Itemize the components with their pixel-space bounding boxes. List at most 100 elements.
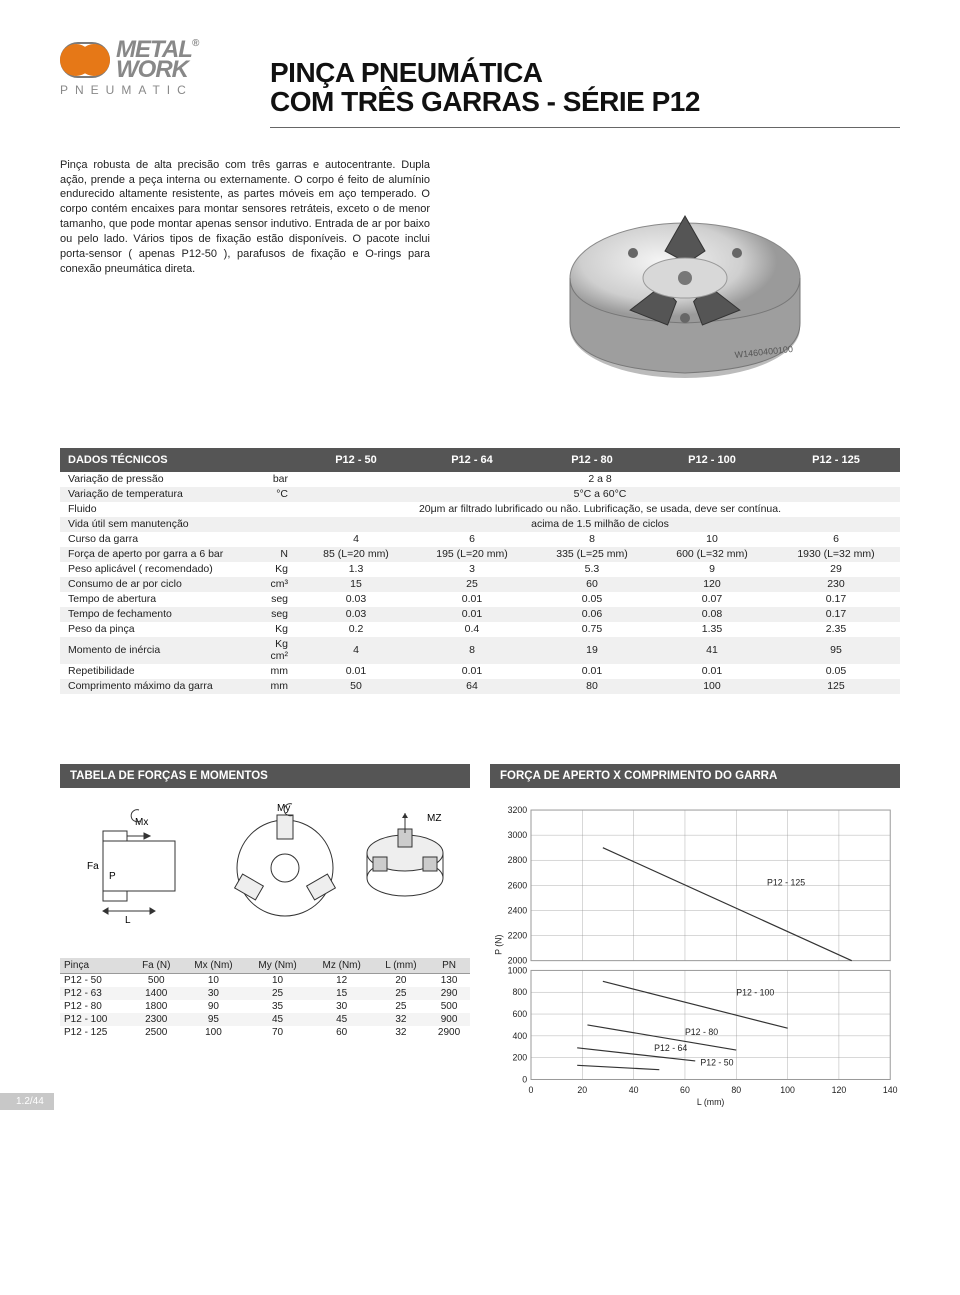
forces-cell: 130 [428,973,470,987]
logo-mark-icon [60,42,110,78]
forces-cell: 1800 [131,1000,181,1013]
chart-header: FORÇA DE APERTO X COMPRIMENTO DO GARRA [490,764,900,788]
svg-text:Mx: Mx [135,817,148,828]
spec-row-label: Peso aplicável ( recomendado) [60,562,260,577]
forces-cell: 25 [374,987,428,1000]
forces-col-header: PN [428,958,470,974]
svg-text:P (N): P (N) [494,934,504,954]
forces-cell: 10 [181,973,245,987]
svg-text:60: 60 [680,1085,690,1095]
gripper-icon: W1460400100 [535,158,835,408]
forces-cell: 15 [310,987,374,1000]
spec-cell: 9 [652,562,772,577]
spec-row-label: Tempo de fechamento [60,607,260,622]
spec-row-unit: cm³ [260,577,300,592]
title-rule [270,127,900,128]
svg-text:2400: 2400 [508,905,528,915]
spec-row-merged: 5°C a 60°C [300,487,900,502]
spec-cell: 10 [652,532,772,547]
spec-cell: 0.03 [300,592,412,607]
svg-text:My: My [277,803,290,814]
spec-cell: 1930 (L=32 mm) [772,547,900,562]
forces-cell: 25 [374,1000,428,1013]
forces-col-header: Fa (N) [131,958,181,974]
spec-cell: 3 [412,562,532,577]
spec-cell: 60 [532,577,652,592]
forces-cell: 25 [246,987,310,1000]
spec-cell: 8 [532,532,652,547]
page-title-line1: PINÇA PNEUMÁTICA [270,58,900,87]
forces-cell: 70 [246,1026,310,1039]
svg-text:100: 100 [780,1085,795,1095]
spec-cell: 4 [300,637,412,664]
spec-cell: 0.2 [300,622,412,637]
spec-row-label: Comprimento máximo da garra [60,679,260,694]
forces-cell: P12 - 63 [60,987,131,1000]
forces-cell: 10 [246,973,310,987]
forces-cell: P12 - 125 [60,1026,131,1039]
spec-row-unit: seg [260,592,300,607]
forces-col-header: Pinça [60,958,131,974]
spec-row-unit: Kg cm² [260,637,300,664]
forces-col-header: Mx (Nm) [181,958,245,974]
forces-header: TABELA DE FORÇAS E MOMENTOS [60,764,470,788]
spec-cell: 6 [772,532,900,547]
spec-model-header: P12 - 64 [412,448,532,472]
forces-cell: 500 [131,973,181,987]
spec-row-unit [260,517,300,532]
spec-cell: 230 [772,577,900,592]
spec-row-label: Peso da pinça [60,622,260,637]
spec-cell: 0.75 [532,622,652,637]
spec-cell: 120 [652,577,772,592]
spec-row-label: Curso da garra [60,532,260,547]
forces-cell: 95 [181,1013,245,1026]
svg-text:200: 200 [512,1052,527,1062]
forces-cell: 45 [246,1013,310,1026]
spec-row-label: Momento de inércia [60,637,260,664]
spec-row-label: Consumo de ar por ciclo [60,577,260,592]
spec-cell: 0.17 [772,607,900,622]
forces-cell: 12 [310,973,374,987]
spec-row-unit: °C [260,487,300,502]
forces-cell: 32 [374,1013,428,1026]
svg-text:0: 0 [529,1085,534,1095]
forces-cell: 100 [181,1026,245,1039]
svg-text:600: 600 [512,1009,527,1019]
spec-cell: 0.01 [412,607,532,622]
svg-text:P: P [109,871,116,882]
forces-cell: 2300 [131,1013,181,1026]
forces-cell: 30 [181,987,245,1000]
spec-cell: 4 [300,532,412,547]
spec-model-header: P12 - 100 [652,448,772,472]
forces-cell: 20 [374,973,428,987]
forces-cell: 35 [246,1000,310,1013]
svg-text:3000: 3000 [508,830,528,840]
svg-text:L: L [125,915,131,926]
spec-cell: 85 (L=20 mm) [300,547,412,562]
spec-row-label: Variação de temperatura [60,487,260,502]
forces-cell: P12 - 80 [60,1000,131,1013]
spec-cell: 0.07 [652,592,772,607]
spec-cell: 5.3 [532,562,652,577]
page-number: 1.2/44 [0,1093,54,1110]
spec-cell: 80 [532,679,652,694]
svg-text:P12 - 100: P12 - 100 [736,987,774,997]
forces-cell: 45 [310,1013,374,1026]
spec-cell: 0.05 [772,664,900,679]
spec-cell: 8 [412,637,532,664]
svg-text:800: 800 [512,987,527,997]
spec-cell: 25 [412,577,532,592]
svg-text:P12 - 125: P12 - 125 [767,877,805,887]
brand-logo: METAL® WORK PNEUMATIC [60,40,240,97]
forces-cell: P12 - 50 [60,973,131,987]
forces-cell: 32 [374,1026,428,1039]
spec-cell: 195 (L=20 mm) [412,547,532,562]
forces-cell: 90 [181,1000,245,1013]
svg-text:400: 400 [512,1031,527,1041]
spec-row-unit: seg [260,607,300,622]
intro-paragraph: Pinça robusta de alta precisão com três … [60,158,430,408]
svg-text:2200: 2200 [508,930,528,940]
spec-cell: 0.01 [652,664,772,679]
forces-col-header: L (mm) [374,958,428,974]
spec-cell: 0.01 [412,664,532,679]
